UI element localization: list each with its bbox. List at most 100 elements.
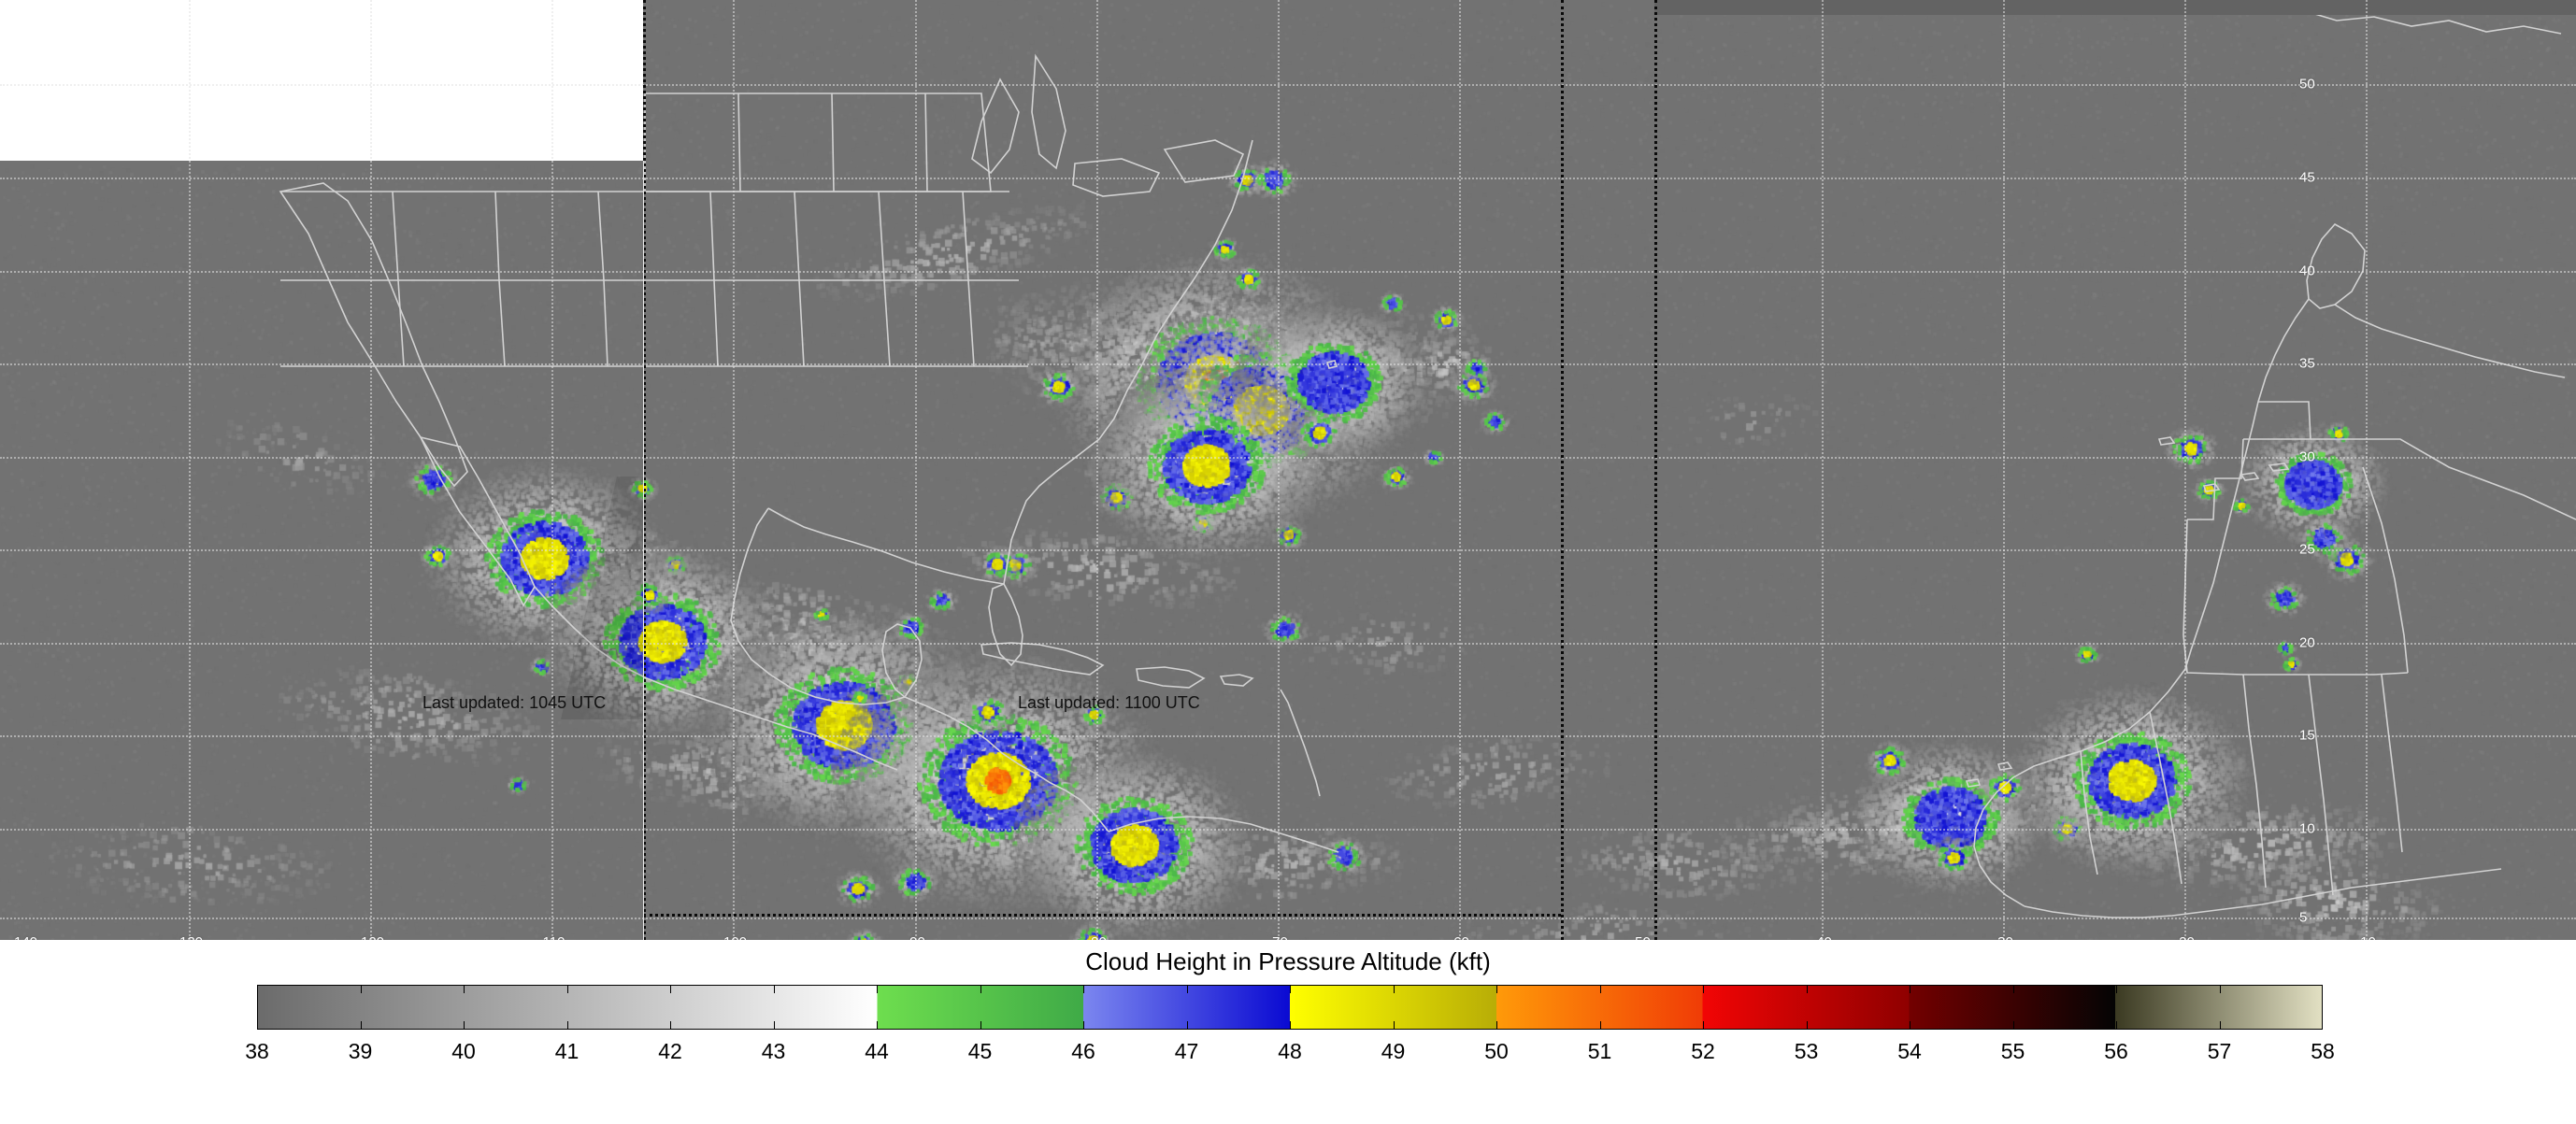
lon-tick-label: -120 <box>356 934 384 940</box>
lat-tick-label: 10 <box>2299 820 2315 837</box>
colorbar-tick <box>1496 985 1497 993</box>
gridline-lat-15 <box>0 735 2576 738</box>
colorbar-tick-label: 48 <box>1278 1039 1302 1063</box>
gridline-lat-30 <box>0 457 2576 460</box>
colorbar-tick-label: 57 <box>2207 1039 2232 1063</box>
gridline-lat-20 <box>0 643 2576 646</box>
colorbar-tick-label: 54 <box>1897 1039 1922 1063</box>
colorbar-tick-label: 51 <box>1587 1039 1612 1063</box>
gridline-lat-50 <box>0 84 2576 87</box>
colorbar-tick-label: 44 <box>865 1039 889 1063</box>
colorbar-tick-label: 55 <box>2000 1039 2025 1063</box>
lon-tick-label: -80 <box>1086 934 1107 940</box>
colorbar-tick <box>980 985 981 993</box>
gridline-lon-20 <box>2184 0 2187 940</box>
colorbar-tick <box>360 985 362 993</box>
colorbar-tick-label: 53 <box>1794 1039 1819 1063</box>
colorbar-tick-label: 56 <box>2104 1039 2128 1063</box>
gridline-lon-70 <box>1278 0 1281 940</box>
colorbar-tick <box>1186 1021 1188 1030</box>
lon-tick-label: -60 <box>1449 934 1469 940</box>
colorbar-tick <box>566 985 568 993</box>
lon-tick-label: -130 <box>175 934 203 940</box>
colorbar-tick <box>1393 985 1395 993</box>
gridline-lat-40 <box>0 271 2576 274</box>
panel-separator-south <box>643 914 1561 917</box>
colorbar-panel: Cloud Height in Pressure Altitude (kft) … <box>0 940 2576 1124</box>
lat-tick-label: 5 <box>2299 909 2308 926</box>
colorbar-tick-label: 38 <box>245 1039 269 1063</box>
colorbar-tick-label: 42 <box>658 1039 682 1063</box>
gridline-lon-60 <box>1459 0 1462 940</box>
colorbar-tick <box>1290 1021 1291 1030</box>
colorbar-tick <box>2012 1021 2014 1030</box>
lon-tick-label: -110 <box>538 934 565 940</box>
colorbar-tick <box>2012 985 2014 993</box>
gridline-lon-10 <box>2366 0 2368 940</box>
colorbar-tick-label: 45 <box>967 1039 993 1063</box>
colorbar-tick-label: 40 <box>451 1039 476 1063</box>
colorbar-tick <box>877 1021 878 1030</box>
lat-tick-label: 50 <box>2299 76 2315 92</box>
lon-tick-label: -100 <box>719 934 747 940</box>
gridline-lon-130 <box>189 0 192 940</box>
map-canvas[interactable]: -140 -130 -120 -110 -100 -90 -80 -70 -60… <box>0 0 2576 940</box>
colorbar-title: Cloud Height in Pressure Altitude (kft) <box>1085 947 1491 975</box>
lat-tick-label: 15 <box>2299 727 2315 744</box>
colorbar-tick <box>670 985 671 993</box>
colorbar-tick <box>2219 1021 2221 1030</box>
gridline-lon-80 <box>1096 0 1099 940</box>
colorbar-tick <box>980 1021 981 1030</box>
colorbar-tick-labels: 38 39 40 41 42 43 44 45 46 47 48 49 50 51 52 53 54 55 56 57… <box>245 1039 2335 1076</box>
panel-edge-west-solid <box>643 161 644 940</box>
panel-separator-east <box>1561 0 1564 940</box>
lon-tick-label: -10 <box>2355 934 2376 940</box>
gridline-lat-35 <box>0 363 2576 366</box>
last-updated-stamp: Last updated: 1045 UTC <box>422 693 607 712</box>
colorbar-tick <box>670 1021 671 1030</box>
gridline-lat-5 <box>0 918 2576 920</box>
colorbar-tick <box>1910 1021 1911 1030</box>
gridline-lat-25 <box>0 549 2576 552</box>
lat-tick-label: 30 <box>2299 448 2315 465</box>
lon-tick-label: -50 <box>1630 934 1651 940</box>
lon-tick-label: -20 <box>2174 934 2195 940</box>
colorbar-tick-label: 47 <box>1174 1039 1199 1063</box>
last-updated-stamp: Last updated: 1100 UTC <box>1018 693 1200 712</box>
colorbar-tick <box>1290 985 1291 993</box>
colorbar-tick <box>464 1021 465 1030</box>
lon-tick-label: -30 <box>1993 934 2013 940</box>
colorbar-tick-label: 50 <box>1484 1039 1509 1063</box>
colorbar-tick <box>1393 1021 1395 1030</box>
colorbar-tick <box>464 985 465 993</box>
lon-tick-label: -140 <box>9 934 37 940</box>
gridline-lat-10 <box>0 829 2576 832</box>
colorbar-tick-label: 46 <box>1071 1039 1095 1063</box>
gridline-lon-40 <box>1822 0 1825 940</box>
colorbar-tick <box>1703 1021 1704 1030</box>
colorbar-tick <box>1186 985 1188 993</box>
lat-tick-label: 25 <box>2299 541 2315 558</box>
colorbar-tick <box>877 985 878 993</box>
colorbar-tick <box>2116 985 2117 993</box>
gridline-lon-120 <box>370 0 373 940</box>
colorbar-tick-label: 58 <box>2311 1039 2335 1063</box>
colorbar-tick <box>1806 1021 1808 1030</box>
scan-edge-band <box>1654 0 2576 15</box>
colorbar-tick <box>566 1021 568 1030</box>
panel-separator-west <box>643 0 646 940</box>
panel-separator-far-east <box>1654 0 1657 940</box>
gridline-lon-30 <box>2003 0 2006 940</box>
no-data-patch <box>0 0 643 161</box>
colorbar-tick-label: 41 <box>554 1039 580 1063</box>
colorbar-tick <box>1083 985 1084 993</box>
colorbar-tick <box>1599 985 1601 993</box>
colorbar-tick <box>1806 985 1808 993</box>
colorbar-tick-label: 52 <box>1691 1039 1715 1063</box>
colorbar-tick <box>773 985 775 993</box>
lon-tick-label: -90 <box>905 934 925 940</box>
lat-tick-label: 45 <box>2299 169 2315 186</box>
colorbar-tick <box>360 1021 362 1030</box>
colorbar-tick <box>1496 1021 1497 1030</box>
